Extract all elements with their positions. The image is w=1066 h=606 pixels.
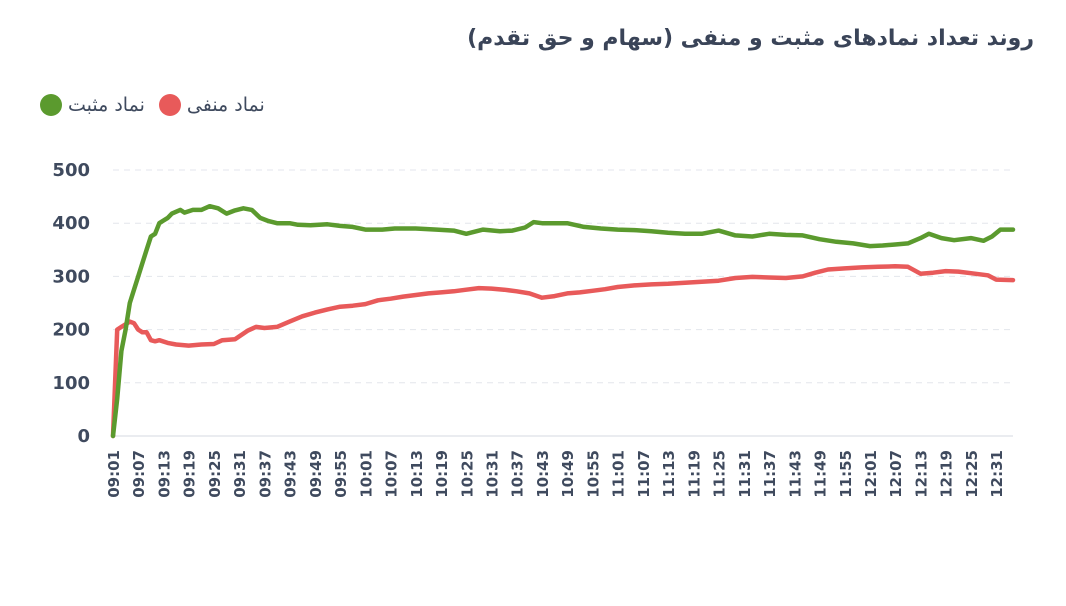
- y-tick-label: 500: [52, 160, 90, 181]
- x-tick-label: 12:19: [938, 450, 956, 498]
- x-tick-label: 10:55: [584, 450, 602, 498]
- x-tick-label: 09:37: [256, 450, 274, 498]
- legend-label-positive: نماد مثبت: [68, 94, 145, 116]
- y-tick-label: 0: [77, 426, 90, 447]
- x-tick-label: 09:55: [332, 450, 350, 498]
- x-tick-label: 10:01: [357, 450, 375, 498]
- x-tick-label: 11:13: [660, 450, 678, 498]
- series-line-positive: [110, 203, 1016, 439]
- x-tick-label: 10:13: [408, 450, 426, 498]
- x-tick-label: 12:13: [912, 450, 930, 498]
- legend-item-negative[interactable]: نماد منفی: [153, 94, 265, 116]
- x-tick-label: 11:43: [786, 450, 804, 498]
- x-tick-label: 11:49: [812, 450, 830, 498]
- x-tick-label: 11:31: [736, 450, 754, 498]
- x-tick-label: 09:25: [206, 450, 224, 498]
- x-tick-label: 10:31: [484, 450, 502, 498]
- x-tick-label: 09:13: [155, 450, 173, 498]
- x-tick-label: 11:25: [711, 450, 729, 498]
- chart-legend: نماد مثبت نماد منفی: [34, 92, 273, 118]
- x-tick-label: 09:01: [105, 450, 123, 498]
- x-tick-label: 12:07: [887, 450, 905, 498]
- x-tick-label: 09:43: [282, 450, 300, 498]
- x-tick-label: 09:49: [307, 450, 325, 498]
- x-tick-label: 10:49: [559, 450, 577, 498]
- legend-label-negative: نماد منفی: [186, 94, 265, 116]
- x-tick-label: 10:37: [509, 450, 527, 498]
- x-tick-label: 10:25: [458, 450, 476, 498]
- series-line-negative: [110, 264, 1016, 439]
- legend-dot-negative: [158, 94, 181, 116]
- x-tick-label: 09:07: [130, 450, 148, 498]
- x-tick-label: 10:19: [433, 450, 451, 498]
- x-tick-label: 12:25: [963, 450, 981, 498]
- x-tick-label: 11:19: [685, 450, 703, 498]
- x-tick-label: 11:37: [761, 450, 779, 498]
- x-tick-label: 12:31: [988, 450, 1006, 498]
- y-tick-label: 200: [52, 320, 90, 341]
- y-tick-label: 400: [52, 213, 90, 234]
- chart-title: روند تعداد نمادهای مثبت و منفی (سهام و ح…: [467, 26, 1034, 51]
- x-tick-label: 11:07: [635, 450, 653, 498]
- x-tick-label: 09:31: [231, 450, 249, 498]
- x-tick-label: 10:07: [383, 450, 401, 498]
- legend-item-positive[interactable]: نماد مثبت: [34, 94, 145, 116]
- x-tick-label: 11:55: [837, 450, 855, 498]
- y-tick-label: 300: [52, 266, 90, 287]
- x-tick-label: 09:19: [181, 450, 199, 498]
- x-tick-label: 11:01: [610, 450, 628, 498]
- legend-dot-positive: [40, 94, 62, 116]
- y-tick-label: 100: [52, 373, 90, 394]
- x-tick-label: 10:43: [534, 450, 552, 498]
- x-tick-label: 12:01: [862, 450, 880, 498]
